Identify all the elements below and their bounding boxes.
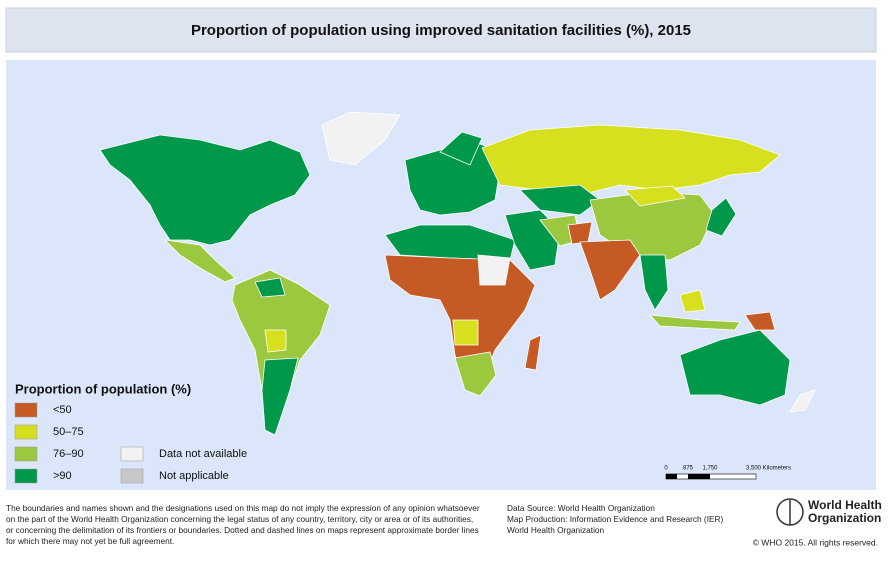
scale-label: 1,750 bbox=[702, 466, 718, 472]
central-asia bbox=[519, 184, 601, 216]
afghanistan bbox=[567, 221, 593, 245]
scale-label: 0 bbox=[664, 466, 668, 472]
southeast-asia bbox=[639, 254, 669, 311]
countries bbox=[99, 111, 816, 436]
angola bbox=[452, 319, 479, 346]
scale-bar bbox=[665, 473, 757, 480]
logo-line: Organization bbox=[808, 511, 881, 525]
scandinavia bbox=[439, 131, 483, 166]
sudan bbox=[477, 254, 511, 286]
greenland bbox=[321, 111, 401, 166]
india bbox=[579, 239, 641, 301]
southern-africa bbox=[454, 351, 497, 397]
legend: <50 50–75 76–90 >90 Data not available Not ap… bbox=[14, 402, 247, 484]
legend-swatch bbox=[14, 468, 38, 484]
venezuela bbox=[254, 277, 286, 298]
southern-cone bbox=[261, 357, 299, 436]
legend-label: Data not available bbox=[159, 448, 247, 460]
legend-label: Not applicable bbox=[159, 470, 229, 482]
source-line: Map Production: Information Evidence and… bbox=[507, 514, 724, 524]
legend-swatch bbox=[14, 424, 38, 440]
legend-label: 76–90 bbox=[53, 448, 84, 460]
north-africa bbox=[384, 224, 516, 261]
disclaimer-line: on the part of the World Health Organiza… bbox=[6, 514, 473, 524]
madagascar bbox=[524, 334, 542, 371]
disclaimer-line: The boundaries and names shown and the d… bbox=[6, 503, 480, 513]
scale-label: 875 bbox=[683, 466, 694, 472]
north-america bbox=[99, 134, 311, 246]
source-line: World Health Organization bbox=[507, 525, 605, 535]
source-line: Data Source: World Health Organization bbox=[507, 503, 655, 513]
copyright: © WHO 2015. All rights reserved. bbox=[753, 537, 878, 547]
mongolia bbox=[624, 185, 686, 207]
scale-labels: 0 875 1,750 3,500 Kilometers bbox=[664, 466, 791, 472]
legend-label: >90 bbox=[53, 470, 72, 482]
logo-line: World Health bbox=[808, 498, 882, 512]
legend-swatch bbox=[14, 446, 38, 462]
new-zealand bbox=[789, 389, 816, 413]
source: Data Source: World Health OrganizationMa… bbox=[507, 503, 724, 535]
title: Proportion of population using improved … bbox=[191, 22, 691, 39]
legend-swatch bbox=[14, 402, 38, 418]
japan bbox=[705, 197, 737, 237]
australia bbox=[679, 329, 791, 406]
borneo bbox=[679, 289, 706, 313]
title-bar bbox=[5, 7, 877, 53]
legend-swatch bbox=[120, 468, 144, 484]
legend-label: 50–75 bbox=[53, 426, 84, 438]
disclaimer-line: or concerning the delimitation of its fr… bbox=[6, 525, 479, 535]
disclaimer: The boundaries and names shown and the d… bbox=[6, 503, 480, 546]
central-america bbox=[163, 239, 236, 283]
legend-label: <50 bbox=[53, 404, 72, 416]
scale-label: 3,500 Kilometers bbox=[746, 466, 791, 472]
bolivia bbox=[264, 329, 287, 353]
legend-swatch bbox=[120, 446, 144, 462]
indonesia bbox=[649, 314, 741, 331]
papua-new-guinea bbox=[744, 311, 776, 331]
disclaimer-line: for which there may not yet be full agre… bbox=[6, 536, 174, 546]
legend-title: Proportion of population (%) bbox=[15, 381, 191, 396]
who-logo bbox=[776, 498, 804, 526]
